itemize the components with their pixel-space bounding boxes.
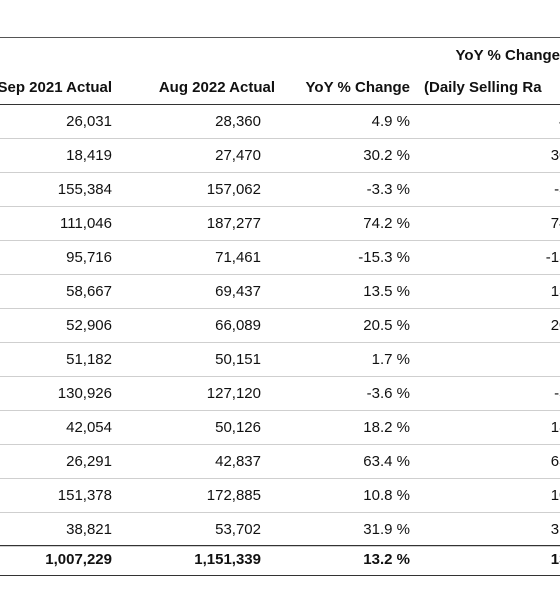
table-row: 130,926 127,120 -3.6 % -3.6	[0, 377, 560, 411]
cell-yoy-change: -15.3 %	[358, 249, 410, 266]
table-row: 111,046 187,277 74.2 % 74.2	[0, 207, 560, 241]
total-yoy-change: 13.2 %	[363, 551, 410, 568]
cell-yoy-change: -3.3 %	[366, 181, 410, 198]
total-sep-2021: 1,007,229	[45, 551, 112, 568]
cell-yoy-change: 4.9 %	[371, 113, 410, 130]
header-yoy-change: YoY % Change	[305, 79, 410, 96]
row-separator	[0, 512, 560, 513]
table-row: 95,716 71,461 -15.3 % -15.3	[0, 241, 560, 275]
cell-yoy-daily: 4.9	[410, 105, 560, 139]
row-separator	[0, 410, 560, 411]
cell-yoy-daily: -15.3	[545, 249, 560, 266]
table-row: 52,906 66,089 20.5 % 20.5	[0, 309, 560, 343]
cell-yoy-daily: 30.2	[550, 147, 560, 164]
header-yoy-daily-line2: (Daily Selling Ra	[424, 79, 542, 96]
cell-yoy-daily: 10.8	[550, 487, 560, 504]
cell-yoy-daily: 1.7	[410, 343, 560, 377]
cell-aug-2022-actual: 66,089	[215, 317, 261, 334]
cell-yoy-change: 18.2 %	[363, 419, 410, 436]
cell-yoy-daily: -3.3	[554, 181, 560, 198]
table-row: 58,667 69,437 13.5 % 13.5	[0, 275, 560, 309]
table-row: 51,182 50,151 1.7 %1.7	[0, 343, 560, 377]
cell-yoy-change: 13.5 %	[363, 283, 410, 300]
cell-yoy-change: 30.2 %	[363, 147, 410, 164]
cell-yoy-change: 10.8 %	[363, 487, 410, 504]
cell-sep-2021-actual: 95,716	[66, 249, 112, 266]
cell-sep-2021-actual: 42,054	[66, 419, 112, 436]
cell-yoy-daily: 74.2	[550, 215, 560, 232]
row-separator	[0, 478, 560, 479]
table-top-rule	[0, 37, 560, 38]
cell-aug-2022-actual: 69,437	[215, 283, 261, 300]
table-row: 42,054 50,126 18.2 % 18.2	[0, 411, 560, 445]
table-row: 38,821 53,702 31.9 % 31.9	[0, 513, 560, 547]
row-separator	[0, 342, 560, 343]
cell-yoy-change: 63.4 %	[363, 453, 410, 470]
cell-aug-2022-actual: 71,461	[215, 249, 261, 266]
cell-sep-2021-actual: 26,031	[66, 113, 112, 130]
cell-aug-2022-actual: 172,885	[206, 487, 261, 504]
cell-aug-2022-actual: 157,062	[206, 181, 261, 198]
cell-aug-2022-actual: 27,470	[215, 147, 261, 164]
row-separator	[0, 308, 560, 309]
cell-aug-2022-actual: 127,120	[206, 385, 261, 402]
total-rule-top	[0, 545, 560, 546]
cell-aug-2022-actual: 42,837	[215, 453, 261, 470]
table-row: 26,291 42,837 63.4 % 63.4	[0, 445, 560, 479]
cell-yoy-daily: 31.9	[550, 521, 560, 538]
cell-aug-2022-actual: 53,702	[215, 521, 261, 538]
table-row: 18,419 27,470 30.2 % 30.2	[0, 139, 560, 173]
cell-yoy-change: 1.7 %	[371, 351, 410, 368]
row-separator	[0, 376, 560, 377]
table-row: 151,378 172,885 10.8 % 10.8	[0, 479, 560, 513]
row-separator	[0, 546, 560, 547]
cell-yoy-change: -3.6 %	[366, 385, 410, 402]
cell-sep-2021-actual: 52,906	[66, 317, 112, 334]
cell-sep-2021-actual: 111,046	[60, 215, 112, 232]
header-rule	[0, 104, 560, 105]
cell-yoy-change: 74.2 %	[363, 215, 410, 232]
cell-yoy-change: 31.9 %	[363, 521, 410, 538]
cell-yoy-daily: 63.4	[550, 453, 560, 470]
cell-yoy-daily: 20.5	[550, 317, 560, 334]
cell-sep-2021-actual: 26,291	[66, 453, 112, 470]
cell-aug-2022-actual: 28,360	[215, 113, 261, 130]
cell-sep-2021-actual: 155,384	[57, 181, 112, 198]
header-sep-2021-actual: Sep 2021 Actual	[0, 79, 112, 96]
cell-sep-2021-actual: 58,667	[66, 283, 112, 300]
row-separator	[0, 206, 560, 207]
cell-yoy-daily: 18.2	[550, 419, 560, 436]
table-row: 155,384 157,062 -3.3 % -3.3	[0, 173, 560, 207]
header-yoy-daily-line1: YoY % Change	[455, 47, 560, 64]
row-separator	[0, 240, 560, 241]
total-aug-2022: 1,151,339	[194, 551, 261, 568]
cell-yoy-change: 20.5 %	[363, 317, 410, 334]
cell-sep-2021-actual: 151,378	[57, 487, 112, 504]
row-separator	[0, 444, 560, 445]
header-row-top: YoY % Change	[0, 45, 560, 67]
header-aug-2022-actual: Aug 2022 Actual	[158, 79, 275, 96]
table-row: 26,031 28,360 4.9 %4.9	[0, 105, 560, 139]
total-yoy-daily: 13.2	[550, 551, 560, 568]
cell-sep-2021-actual: 51,182	[66, 351, 112, 368]
header-row: Sep 2021 Actual Aug 2022 Actual YoY % Ch…	[0, 77, 560, 99]
cell-aug-2022-actual: 50,151	[215, 351, 261, 368]
total-rule-bottom	[0, 575, 560, 576]
cell-yoy-daily: -3.6	[554, 385, 560, 402]
total-row: 1,007,229 1,151,339 13.2 % 13.2	[0, 543, 560, 577]
cell-aug-2022-actual: 50,126	[215, 419, 261, 436]
row-separator	[0, 274, 560, 275]
cell-sep-2021-actual: 18,419	[66, 147, 112, 164]
cell-aug-2022-actual: 187,277	[206, 215, 261, 232]
cell-sep-2021-actual: 38,821	[66, 521, 112, 538]
row-separator	[0, 138, 560, 139]
row-separator	[0, 172, 560, 173]
cell-sep-2021-actual: 130,926	[57, 385, 112, 402]
cell-yoy-daily: 13.5	[550, 283, 560, 300]
